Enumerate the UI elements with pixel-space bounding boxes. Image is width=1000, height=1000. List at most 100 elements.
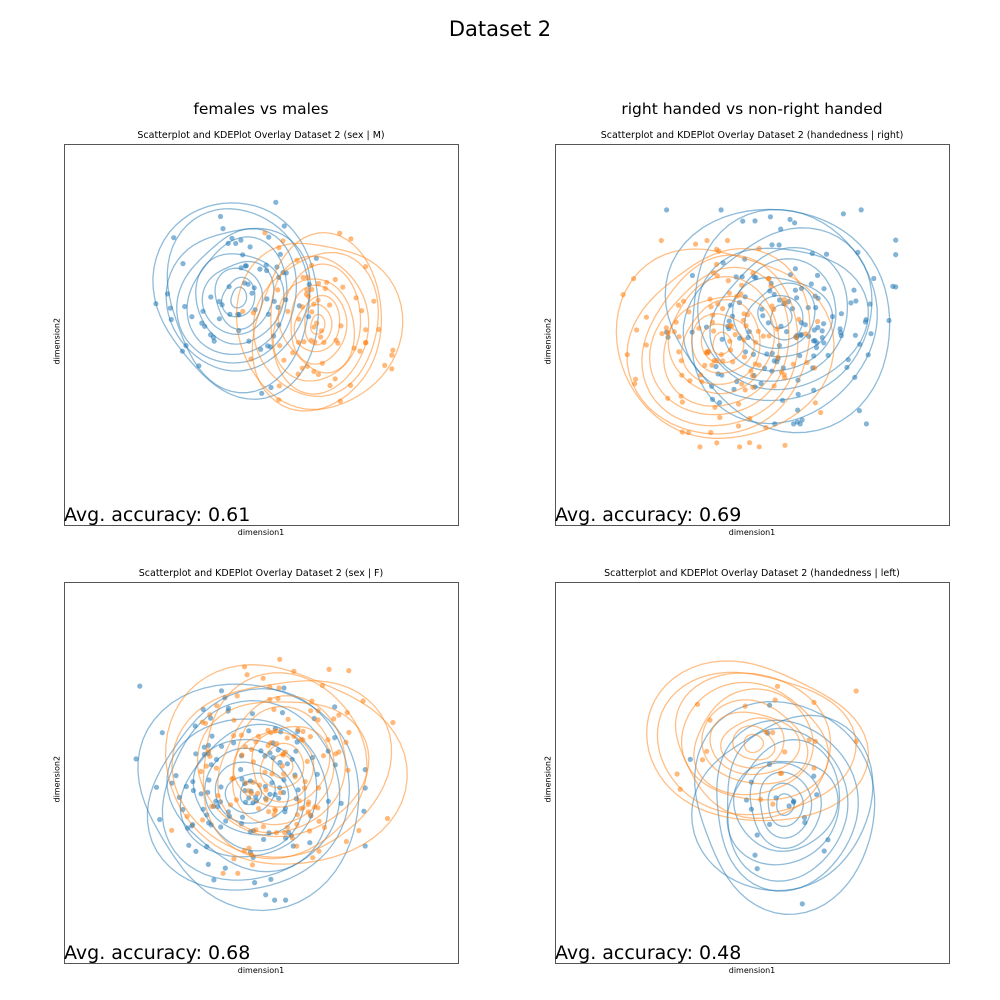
kde-contour-line xyxy=(186,236,288,356)
scatter-point xyxy=(802,322,808,328)
scatter-point xyxy=(308,708,314,714)
scatter-point xyxy=(752,361,758,367)
scatter-point xyxy=(243,780,249,786)
kde-contour-line xyxy=(641,254,799,427)
scatter-point xyxy=(720,306,726,312)
scatter-point xyxy=(250,310,256,316)
scatter-point xyxy=(171,235,177,241)
scatter-point xyxy=(282,749,288,755)
scatter-point xyxy=(321,339,327,345)
scatter-point xyxy=(750,270,756,276)
scatter-point xyxy=(813,344,820,351)
scatter-point xyxy=(811,773,817,779)
scatter-point xyxy=(756,444,762,450)
kde-contour-line xyxy=(171,679,393,858)
scatter-point xyxy=(268,740,274,746)
scatter-point xyxy=(159,730,165,736)
plot-area xyxy=(555,582,950,964)
scatter-point xyxy=(258,748,264,754)
scatter-point xyxy=(248,746,255,752)
scatter-point xyxy=(676,349,682,355)
scatter-point xyxy=(747,440,753,446)
kde-contour-line xyxy=(716,719,859,892)
scatter-point xyxy=(238,237,244,243)
scatter-point xyxy=(240,252,246,258)
scatter-point xyxy=(741,337,747,343)
scatter-point xyxy=(263,797,269,803)
scatter-point xyxy=(863,317,869,323)
scatter-point xyxy=(808,281,814,287)
kde-contour-line xyxy=(224,772,276,815)
scatter-point xyxy=(309,286,315,293)
scatter-point xyxy=(258,346,264,352)
plot-area xyxy=(64,144,459,526)
scatter-point xyxy=(775,354,781,360)
kde-contour-line xyxy=(166,208,310,394)
scatter-point xyxy=(214,703,220,709)
kde-contour-line xyxy=(277,278,356,374)
scatter-point xyxy=(770,801,776,807)
scatter-point xyxy=(269,771,275,777)
scatter-point xyxy=(281,777,287,783)
scatter-point xyxy=(295,371,301,377)
scatter-point xyxy=(825,837,831,843)
scatter-point xyxy=(343,739,349,745)
scatter-point xyxy=(271,706,277,713)
column-title-handedness: right handed vs non-right handed xyxy=(621,100,883,118)
scatter-point xyxy=(681,298,687,304)
scatter-point xyxy=(674,771,680,777)
scatter-point xyxy=(747,415,753,422)
scatter-point xyxy=(189,314,195,320)
scatter-point xyxy=(157,816,163,823)
scatter-point xyxy=(218,688,225,694)
scatter-point xyxy=(276,795,282,801)
kde-contour-line xyxy=(259,742,305,789)
x-axis-label: dimension1 xyxy=(237,528,285,537)
kde-contour-line xyxy=(271,754,294,779)
kde-contour-line xyxy=(767,782,804,828)
scatter-point xyxy=(164,291,171,297)
scatter-point xyxy=(821,340,827,346)
scatter-point xyxy=(855,249,861,255)
scatter-point xyxy=(360,698,366,704)
scatter-point xyxy=(295,726,301,732)
kde-contour-line xyxy=(769,304,793,329)
scatter-point xyxy=(324,279,330,285)
scatter-point xyxy=(857,341,863,347)
y-axis-label: dimension2 xyxy=(543,755,553,803)
scatter-point xyxy=(264,296,270,302)
scatter-point xyxy=(742,703,748,709)
scatter-point xyxy=(771,291,777,297)
scatter-point xyxy=(765,275,772,281)
scatter-point xyxy=(837,326,843,332)
scatter-point xyxy=(634,327,640,333)
scatter-point xyxy=(802,819,808,826)
scatter-point xyxy=(246,788,252,794)
scatter-point xyxy=(248,356,254,362)
scatter-point xyxy=(311,324,317,330)
scatter-point xyxy=(848,300,854,306)
scatter-point xyxy=(763,424,769,431)
kde-contour-line xyxy=(709,711,801,776)
scatter-point xyxy=(315,280,322,287)
scatter-point xyxy=(735,423,742,429)
scatter-point xyxy=(838,333,844,339)
scatter-point xyxy=(257,782,263,788)
scatter-point xyxy=(390,347,396,353)
kde-contour-line xyxy=(164,664,408,865)
kde-contour-line xyxy=(712,331,732,356)
scatter-point xyxy=(792,220,798,226)
scatter-point xyxy=(687,756,693,762)
scatter-point xyxy=(279,763,285,769)
scatter-point xyxy=(715,301,721,307)
scatter-point xyxy=(713,261,720,267)
scatter-points-series-1 xyxy=(169,656,396,876)
scatter-point xyxy=(679,399,685,405)
scatter-point xyxy=(314,771,320,777)
scatter-point xyxy=(729,323,735,329)
scatter-point xyxy=(215,793,221,799)
scatter-point xyxy=(281,357,287,363)
kde-contours-series-1 xyxy=(646,660,870,822)
scatter-point xyxy=(774,326,780,332)
scatter-point xyxy=(133,756,139,762)
